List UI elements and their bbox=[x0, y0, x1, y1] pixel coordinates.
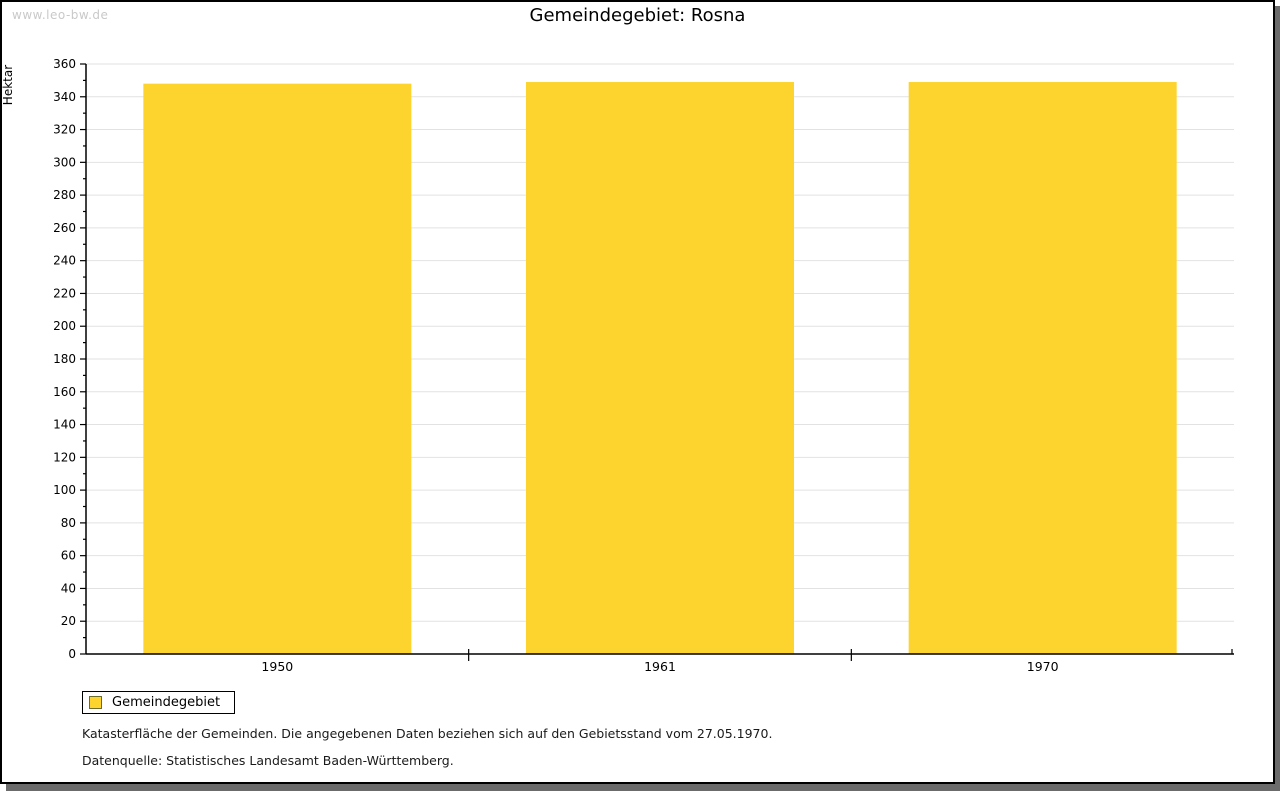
svg-text:140: 140 bbox=[53, 418, 76, 432]
svg-text:160: 160 bbox=[53, 385, 76, 399]
svg-text:60: 60 bbox=[61, 549, 76, 563]
watermark: www.leo-bw.de bbox=[12, 8, 109, 22]
svg-text:1950: 1950 bbox=[261, 659, 293, 674]
svg-text:180: 180 bbox=[53, 352, 76, 366]
panel-drop-shadow-right bbox=[1275, 6, 1280, 791]
svg-text:0: 0 bbox=[68, 647, 76, 661]
legend: Gemeindegebiet bbox=[82, 691, 236, 714]
footnote-description: Katasterfläche der Gemeinden. Die angege… bbox=[82, 726, 773, 741]
svg-text:120: 120 bbox=[53, 450, 76, 464]
footnote-source: Datenquelle: Statistisches Landesamt Bad… bbox=[82, 753, 454, 768]
svg-text:260: 260 bbox=[53, 221, 76, 235]
svg-text:240: 240 bbox=[53, 254, 76, 268]
svg-text:100: 100 bbox=[53, 483, 76, 497]
svg-text:40: 40 bbox=[61, 581, 76, 595]
svg-text:280: 280 bbox=[53, 188, 76, 202]
svg-text:1961: 1961 bbox=[644, 659, 676, 674]
svg-text:340: 340 bbox=[53, 90, 76, 104]
svg-text:320: 320 bbox=[53, 123, 76, 137]
svg-text:1970: 1970 bbox=[1027, 659, 1059, 674]
panel-drop-shadow-bottom bbox=[6, 784, 1280, 791]
svg-text:80: 80 bbox=[61, 516, 76, 530]
legend-label: Gemeindegebiet bbox=[112, 695, 221, 710]
svg-text:200: 200 bbox=[53, 319, 76, 333]
svg-text:360: 360 bbox=[53, 57, 76, 71]
bar-chart: 0 20 40 60 80 100 120 140 160 180 200 220 240 260 280 3… bbox=[53, 57, 1234, 674]
svg-text:300: 300 bbox=[53, 155, 76, 169]
chart-title: Gemeindegebiet: Rosna bbox=[529, 5, 746, 26]
svg-text:20: 20 bbox=[61, 614, 76, 628]
legend-color-swatch-icon bbox=[89, 696, 102, 709]
svg-text:220: 220 bbox=[53, 286, 76, 300]
